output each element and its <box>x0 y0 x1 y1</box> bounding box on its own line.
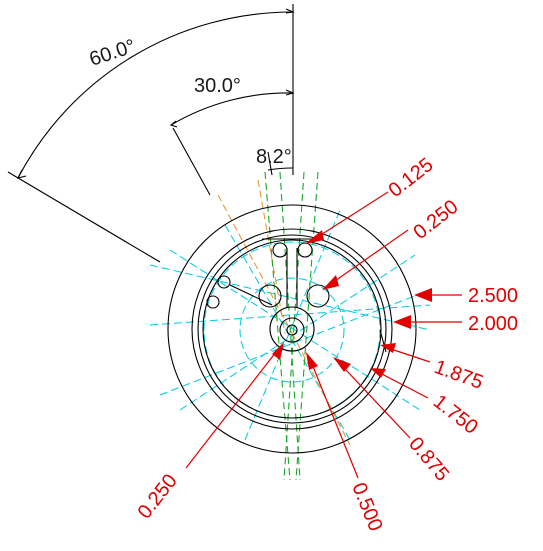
callout-0-250-bottom: 0.250 <box>134 470 182 523</box>
circle-1-875 <box>197 234 387 424</box>
angle-dimension-lines <box>7 4 296 263</box>
callout-0-875: 0.875 <box>404 433 453 485</box>
callout-0-250-top: 0.250 <box>410 196 463 244</box>
callout-0-125: 0.125 <box>385 154 438 202</box>
center-hole <box>286 324 298 336</box>
callout-1-875: 1.875 <box>431 356 486 394</box>
callout-1-750: 1.750 <box>429 391 482 439</box>
angle-label-30: 30.0° <box>194 75 241 97</box>
circle-2-000 <box>191 228 393 430</box>
callout-2-500: 2.500 <box>468 285 518 307</box>
callout-0-500: 0.500 <box>347 480 386 535</box>
angle-label-60: 60.0° <box>87 35 138 70</box>
circle-0-875 <box>269 306 315 352</box>
circle-1-750 <box>202 239 382 419</box>
callout-leaders <box>185 191 462 479</box>
circle-0-500 <box>279 317 305 343</box>
angle-label-8: 8.2° <box>256 146 292 168</box>
part-geometry <box>167 204 417 454</box>
outer-circle-2-500 <box>167 204 417 454</box>
callout-2-000: 2.000 <box>468 313 518 335</box>
